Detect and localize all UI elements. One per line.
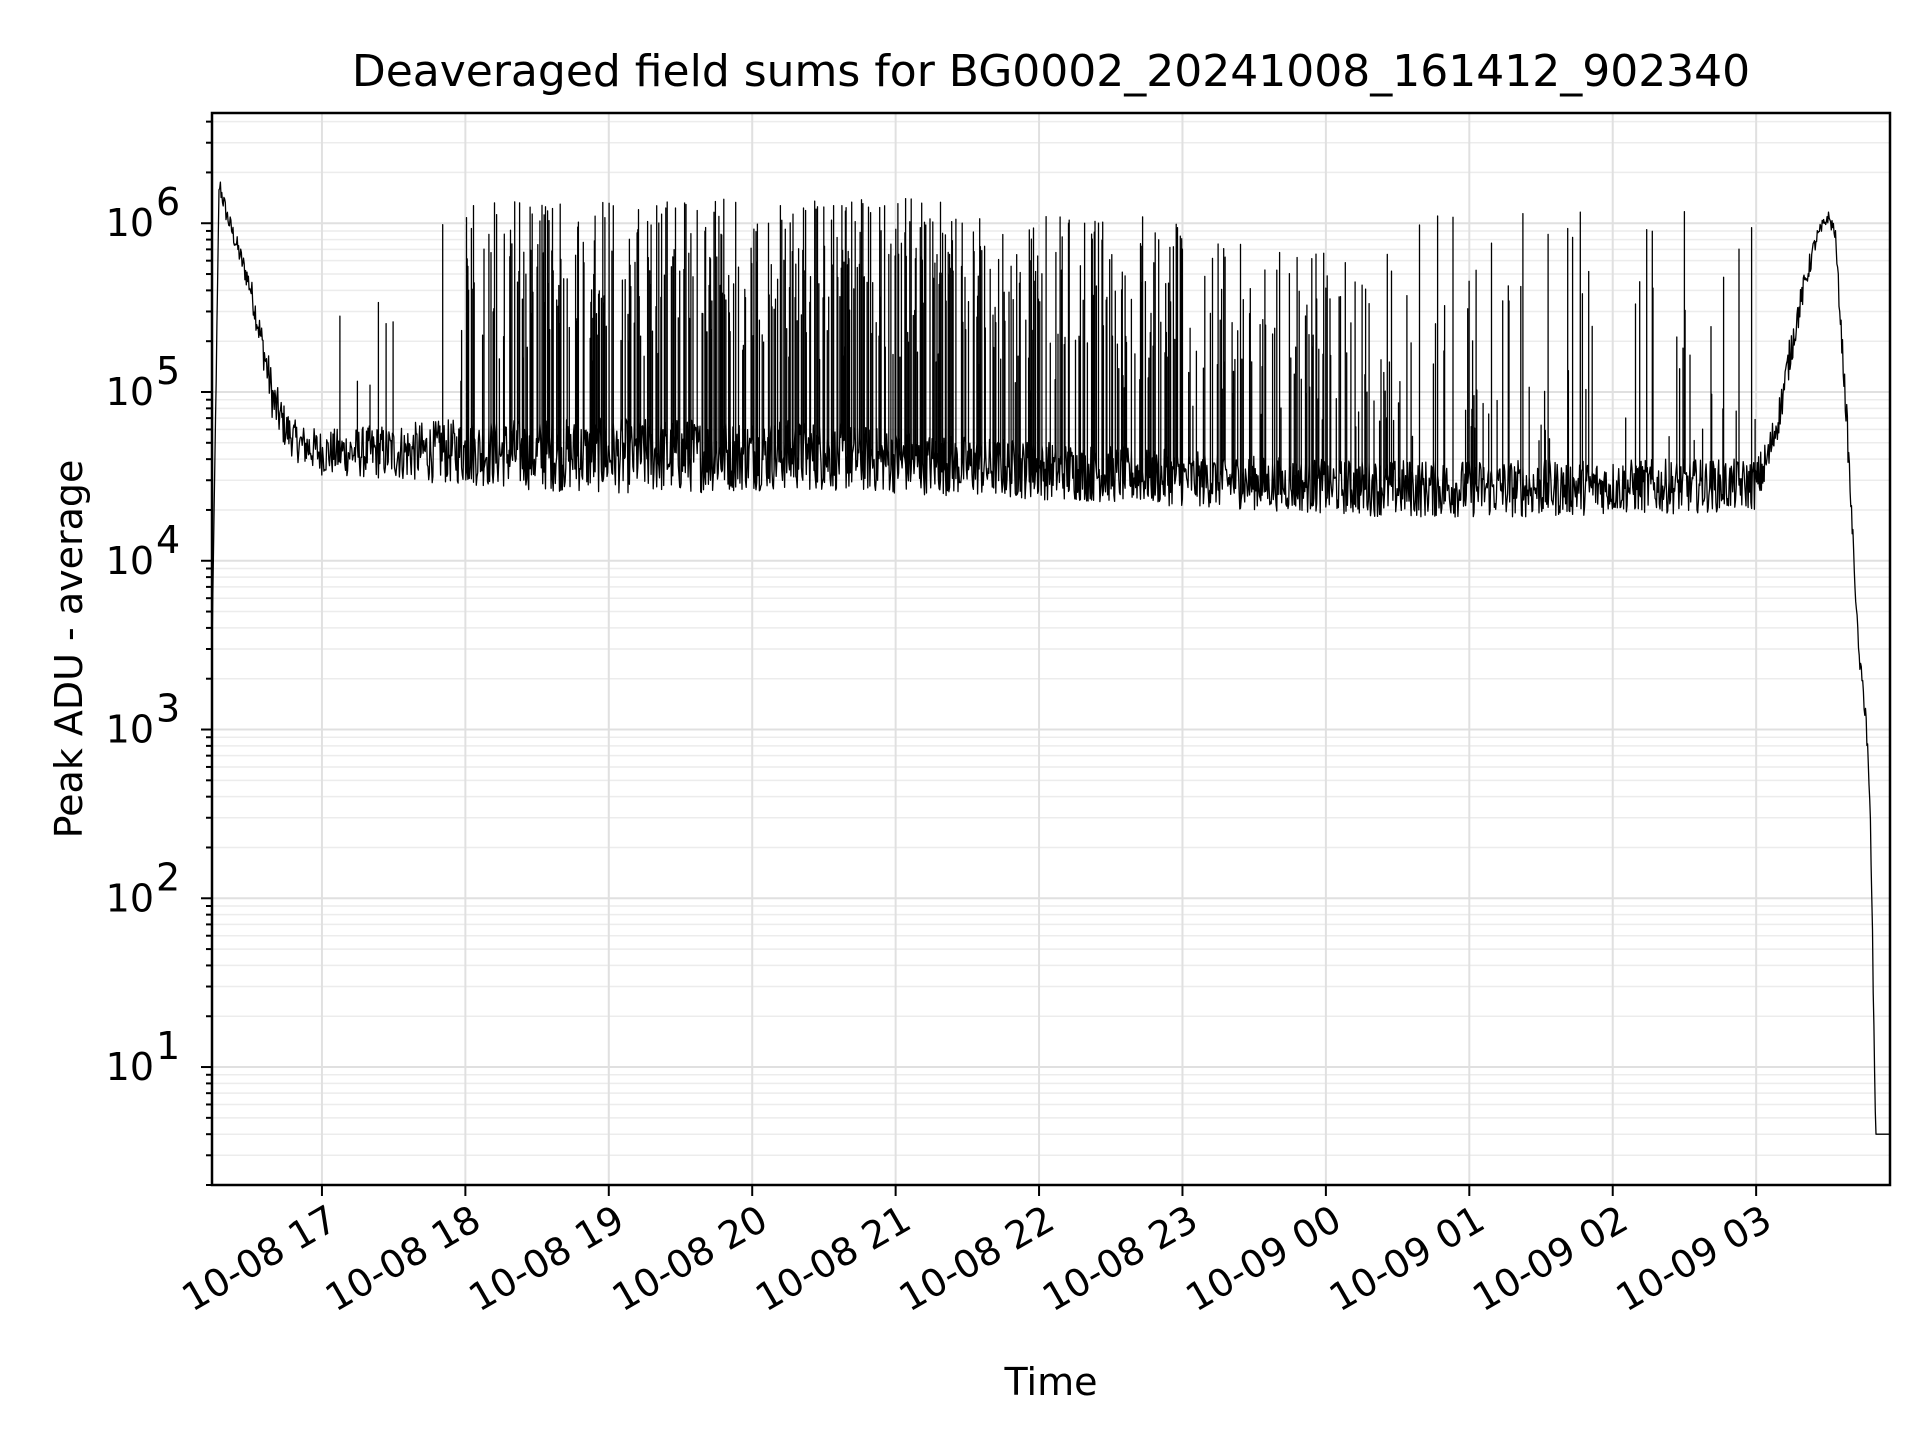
y-tick-exponent: 5 — [156, 349, 180, 393]
series-line — [211, 181, 1890, 1135]
y-tick-exponent: 4 — [156, 518, 180, 562]
x-tick-label: 10-08 21 — [748, 1197, 918, 1321]
y-tick-label: 10 — [106, 201, 154, 245]
x-tick-label: 10-09 03 — [1609, 1197, 1779, 1321]
x-tick-label: 10-09 00 — [1178, 1197, 1348, 1321]
series-layer — [211, 181, 1890, 1135]
y-tick-exponent: 2 — [156, 855, 180, 899]
grid — [212, 113, 1890, 1186]
y-tick-label: 10 — [106, 539, 154, 583]
y-tick-label: 10 — [106, 370, 154, 414]
y-tick-exponent: 6 — [156, 180, 180, 224]
x-tick-label: 10-08 17 — [174, 1197, 344, 1321]
x-tick-label: 10-08 19 — [461, 1197, 631, 1321]
y-axis-label: Peak ADU - average — [47, 460, 91, 839]
x-tick-label: 10-09 02 — [1465, 1197, 1635, 1321]
y-tick-label: 10 — [106, 708, 154, 752]
plot-frame — [210, 111, 1892, 1187]
x-tick-label: 10-08 23 — [1035, 1197, 1205, 1321]
x-axis-label: Time — [1004, 1360, 1098, 1404]
y-tick-exponent: 3 — [156, 687, 180, 731]
x-tick-label: 10-08 18 — [318, 1197, 488, 1321]
x-tick-label: 10-09 01 — [1322, 1197, 1492, 1321]
chart-title: Deaveraged field sums for BG0002_2024100… — [352, 46, 1750, 97]
x-tick-label: 10-08 20 — [605, 1197, 775, 1321]
y-tick-label: 10 — [106, 1045, 154, 1089]
x-tick-label: 10-08 22 — [892, 1197, 1062, 1321]
y-tick-exponent: 1 — [156, 1024, 180, 1068]
y-tick-label: 10 — [106, 876, 154, 920]
